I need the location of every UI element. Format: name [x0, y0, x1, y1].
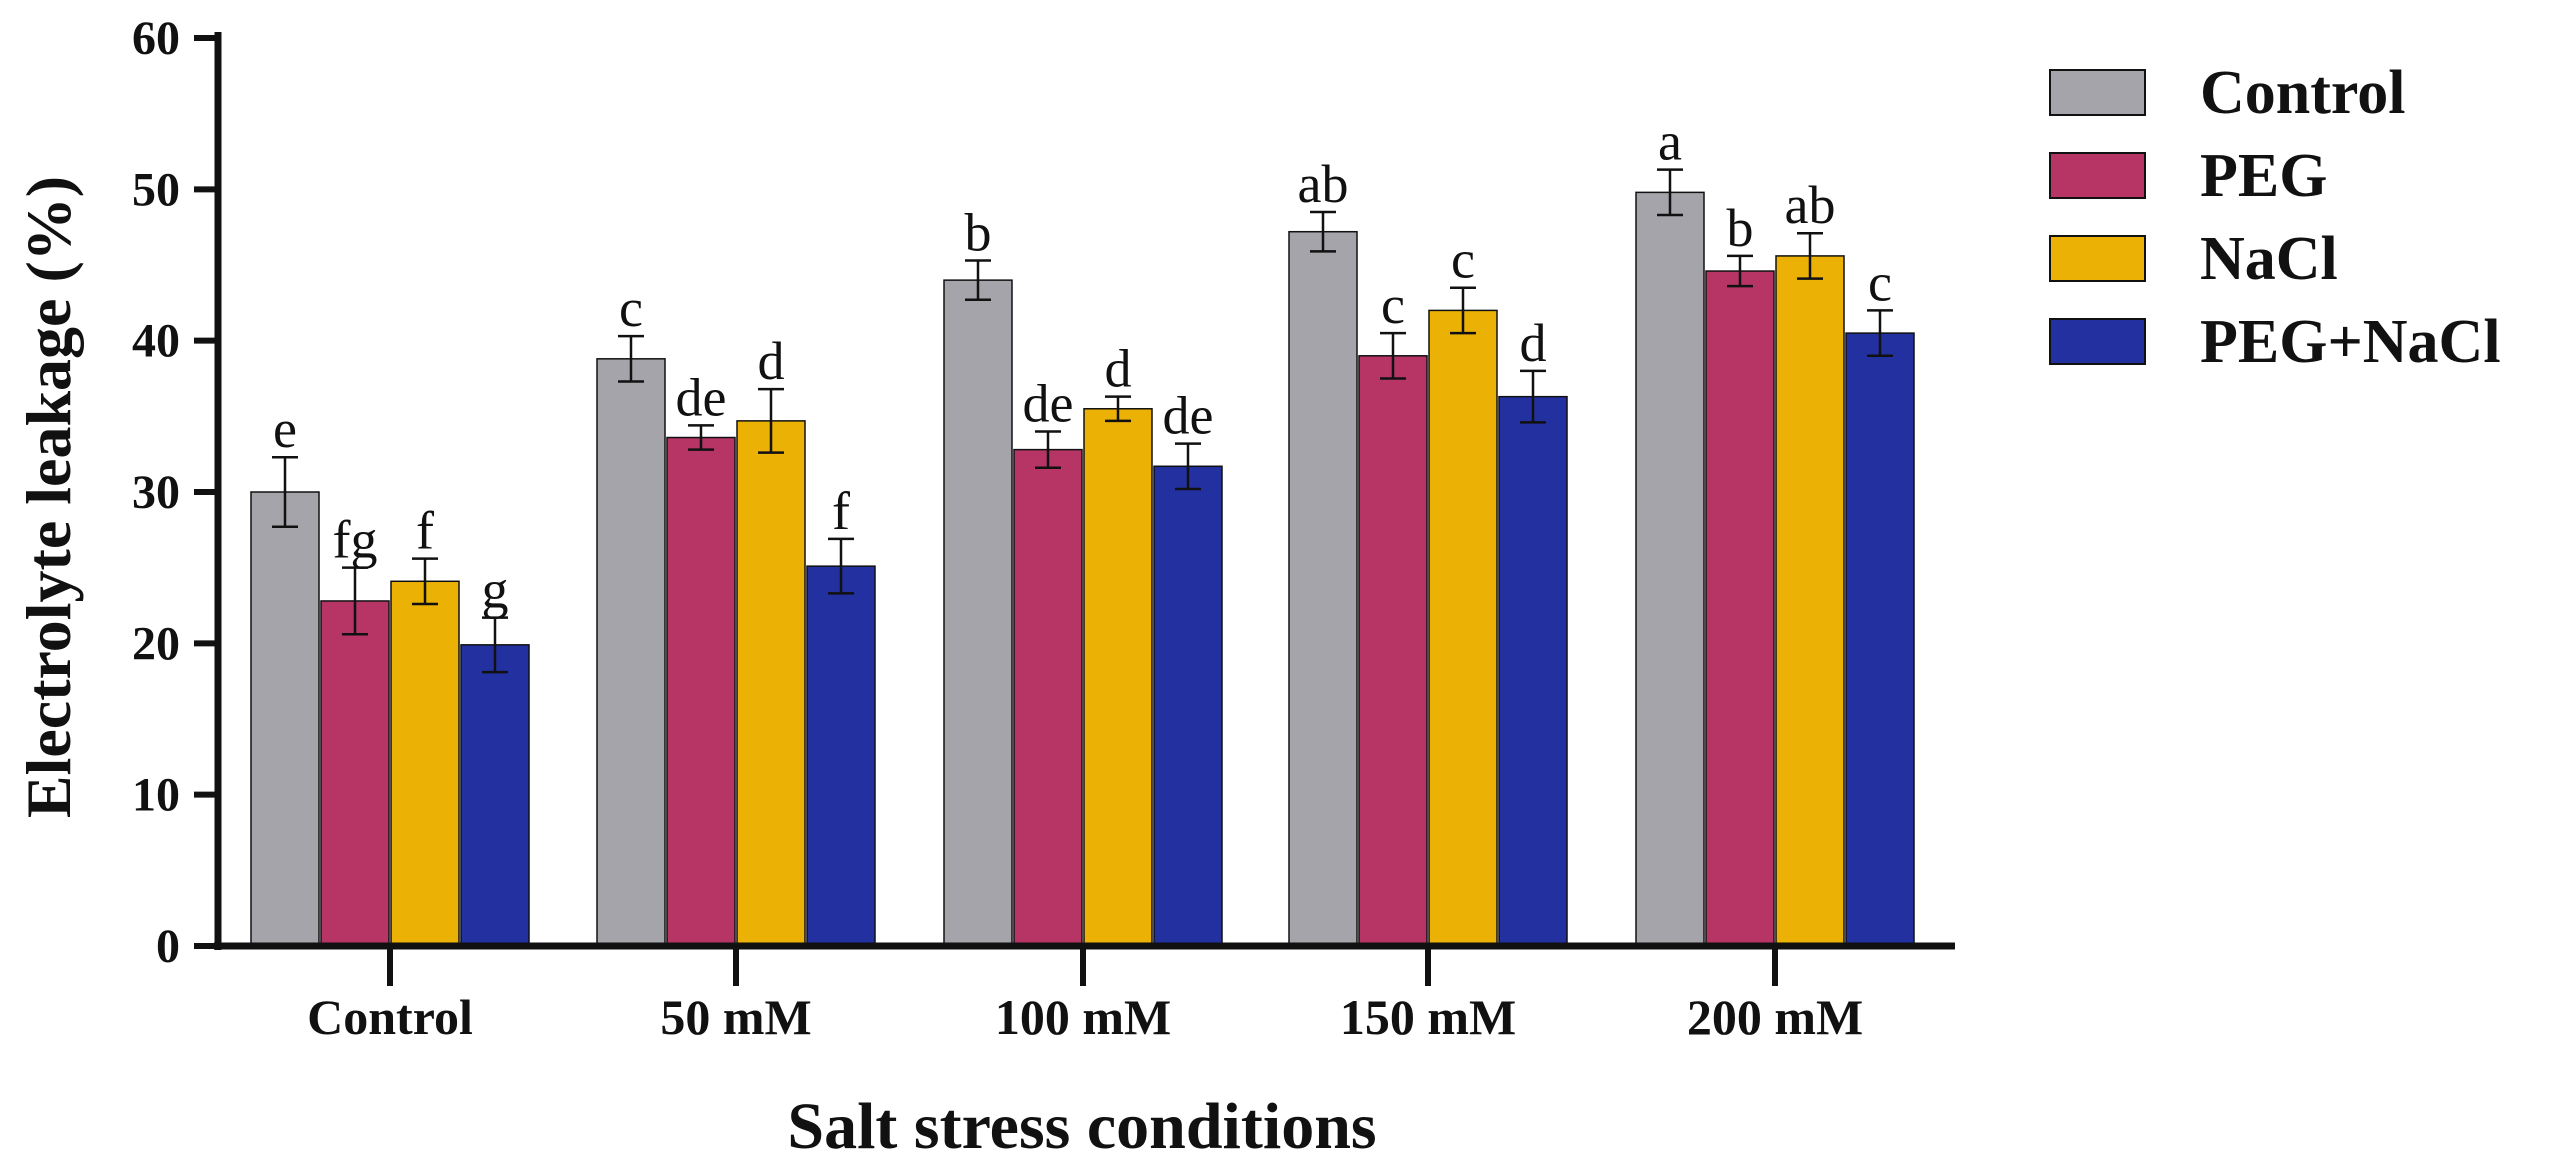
- bar-nacl-100-mm: [1083, 408, 1153, 947]
- x-tick-label-150-mm: 150 mM: [1340, 989, 1516, 1045]
- significance-letter-peg-150-mm: c: [1381, 275, 1405, 335]
- y-axis-label: Electrolyte leakage (%): [13, 176, 84, 818]
- significance-letter-control-100-mm: b: [965, 202, 992, 262]
- significance-letter-peg-nacl-100-mm: de: [1163, 386, 1214, 446]
- significance-letter-peg-50-mm: de: [676, 367, 727, 427]
- significance-letter-peg-control: fg: [333, 510, 378, 570]
- bar-peg-150-mm: [1358, 355, 1428, 947]
- bar-peg-200-mm: [1705, 270, 1775, 947]
- y-tick-label-30: 30: [132, 466, 180, 519]
- legend-label-control: Control: [2200, 59, 2406, 127]
- significance-letter-control-50-mm: c: [619, 278, 643, 338]
- bar-peg-nacl-150-mm: [1498, 395, 1568, 947]
- legend-label-peg-nacl: PEG+NaCl: [2200, 308, 2501, 376]
- error-bars-layer: [272, 168, 1893, 674]
- bar-nacl-150-mm: [1428, 309, 1498, 947]
- significance-letter-peg-nacl-50-mm: f: [832, 481, 850, 541]
- bar-nacl-50-mm: [736, 420, 806, 947]
- y-tick-label-40: 40: [132, 315, 180, 368]
- bar-peg-nacl-control: [460, 644, 530, 947]
- significance-letter-control-150-mm: ab: [1298, 154, 1349, 214]
- bar-peg-100-mm: [1013, 448, 1083, 947]
- x-tick-label-control: Control: [307, 989, 473, 1045]
- bar-control-150-mm: [1288, 230, 1358, 947]
- significance-letter-peg-nacl-200-mm: c: [1868, 252, 1892, 312]
- bar-control-100-mm: [943, 279, 1013, 947]
- legend-swatch-nacl: [2049, 235, 2146, 282]
- y-tick-label-60: 60: [132, 12, 180, 65]
- bar-peg-nacl-100-mm: [1153, 465, 1223, 947]
- bar-peg-50-mm: [666, 436, 736, 947]
- significance-letter-nacl-control: f: [416, 501, 434, 561]
- y-tick-label-50: 50: [132, 163, 180, 216]
- significance-letter-peg-nacl-control: g: [482, 560, 509, 620]
- legend-label-peg: PEG: [2200, 142, 2327, 210]
- significance-letter-peg-nacl-150-mm: d: [1520, 313, 1547, 373]
- x-tick-label-200-mm: 200 mM: [1687, 989, 1863, 1045]
- bar-peg-control: [320, 600, 390, 947]
- bar-control-50-mm: [596, 358, 666, 947]
- bar-nacl-control: [390, 580, 460, 947]
- y-tick-label-0: 0: [156, 920, 180, 973]
- significance-letter-control-control: e: [273, 399, 297, 459]
- significance-letter-control-200-mm: a: [1658, 112, 1682, 172]
- bar-nacl-200-mm: [1775, 255, 1845, 947]
- x-tick-label-50-mm: 50 mM: [660, 989, 811, 1045]
- significance-letter-peg-200-mm: b: [1727, 198, 1754, 258]
- significance-letter-nacl-200-mm: ab: [1785, 175, 1836, 235]
- legend-swatch-control: [2049, 69, 2146, 116]
- bar-control-200-mm: [1635, 191, 1705, 947]
- legend-swatch-peg-nacl: [2049, 318, 2146, 365]
- bar-peg-nacl-50-mm: [806, 565, 876, 947]
- x-tick-label-100-mm: 100 mM: [995, 989, 1171, 1045]
- significance-letter-peg-100-mm: de: [1023, 373, 1074, 433]
- bars-layer: [250, 191, 1915, 947]
- y-tick-label-10: 10: [132, 769, 180, 822]
- legend-swatch-peg: [2049, 152, 2146, 199]
- axes: 0 10 20 30 40 50 60 Control 50 mM 100 mM 150 mM 200…: [132, 12, 1955, 1045]
- y-tick-label-20: 20: [132, 617, 180, 670]
- legend: Control PEG NaCl PEG+NaCl: [2049, 59, 2501, 376]
- bar-control-control: [250, 491, 320, 947]
- bar-peg-nacl-200-mm: [1845, 332, 1915, 947]
- x-axis-label: Salt stress conditions: [787, 1090, 1376, 1163]
- significance-letter-nacl-150-mm: c: [1451, 230, 1475, 290]
- significance-letter-nacl-100-mm: d: [1105, 339, 1132, 399]
- legend-label-nacl: NaCl: [2200, 225, 2338, 293]
- significance-letter-nacl-50-mm: d: [758, 331, 785, 391]
